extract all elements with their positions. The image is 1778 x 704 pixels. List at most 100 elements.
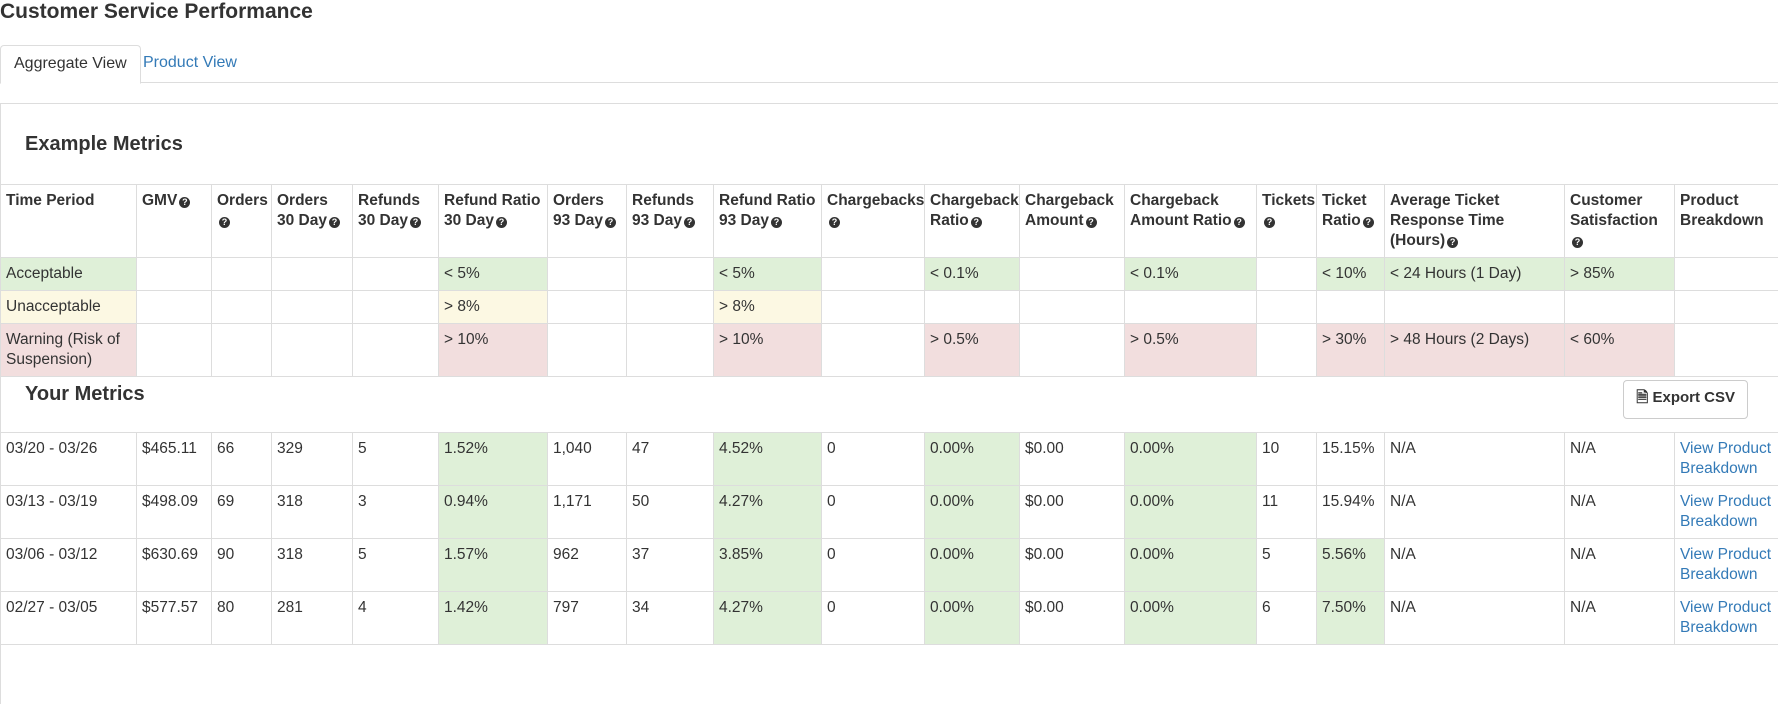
cell: < 5% [714, 258, 822, 291]
tabs: Aggregate View Product View [0, 45, 1778, 83]
column-header: Average Ticket Response Time (Hours)? [1385, 185, 1565, 258]
cell: N/A [1385, 433, 1565, 486]
cell: > 8% [439, 291, 548, 324]
help-icon[interactable]: ? [1264, 217, 1275, 228]
cell: 34 [627, 592, 714, 645]
cell: 318 [272, 539, 353, 592]
cell: 0.94% [439, 486, 548, 539]
cell [1675, 291, 1778, 324]
cell [272, 324, 353, 377]
threshold-row: Warning (Risk of Suspension)> 10%> 10%> … [1, 324, 1778, 377]
help-icon[interactable]: ? [1363, 217, 1374, 228]
section-title: Example Metrics [25, 133, 183, 156]
header-text: Product Breakdown [1680, 192, 1764, 229]
cell [212, 324, 272, 377]
help-icon[interactable]: ? [829, 217, 840, 228]
cell: 0.00% [925, 433, 1020, 486]
help-icon[interactable]: ? [1086, 217, 1097, 228]
help-icon[interactable]: ? [1447, 237, 1458, 248]
breakdown-link[interactable]: View Product Breakdown [1680, 440, 1771, 477]
column-header: Refund Ratio 30 Day? [439, 185, 548, 258]
cell [353, 324, 439, 377]
cell: 0.00% [925, 486, 1020, 539]
cell: 50 [627, 486, 714, 539]
cell: 0 [822, 433, 925, 486]
column-header: Ticket Ratio? [1317, 185, 1385, 258]
cell [925, 291, 1020, 324]
column-header: Chargeback Amount Ratio? [1125, 185, 1257, 258]
cell [1385, 291, 1565, 324]
help-icon[interactable]: ? [971, 217, 982, 228]
cell: View Product Breakdown [1675, 592, 1778, 645]
cell: 69 [212, 486, 272, 539]
cell: 02/27 - 03/05 [1, 592, 137, 645]
cell: 329 [272, 433, 353, 486]
cell: 6 [1257, 592, 1317, 645]
cell [822, 291, 925, 324]
help-icon[interactable]: ? [771, 217, 782, 228]
column-header: Orders 93 Day? [548, 185, 627, 258]
export-button[interactable]: 🗎 Export CSV [1623, 380, 1748, 419]
cell: $0.00 [1020, 539, 1125, 592]
cell: 0 [822, 486, 925, 539]
cell [1317, 291, 1385, 324]
help-icon[interactable]: ? [179, 197, 190, 208]
cell: < 0.1% [925, 258, 1020, 291]
header-text: Chargeback Amount Ratio [1130, 192, 1232, 229]
header-text: Orders [217, 192, 268, 209]
cell: N/A [1565, 433, 1675, 486]
cell [1565, 291, 1675, 324]
cell: 4.52% [714, 433, 822, 486]
cell: $630.69 [137, 539, 212, 592]
column-header: Chargebacks? [822, 185, 925, 258]
cell: > 85% [1565, 258, 1675, 291]
cell: $498.09 [137, 486, 212, 539]
cell [137, 258, 212, 291]
column-header: Product Breakdown [1675, 185, 1778, 258]
cell [1675, 324, 1778, 377]
tab[interactable]: Aggregate View [0, 45, 141, 84]
cell [353, 258, 439, 291]
cell: 80 [212, 592, 272, 645]
help-icon[interactable]: ? [410, 217, 421, 228]
header-text: Refund Ratio 30 Day [444, 192, 540, 229]
cell: 11 [1257, 486, 1317, 539]
cell: 03/13 - 03/19 [1, 486, 137, 539]
cell: $577.57 [137, 592, 212, 645]
cell: N/A [1385, 486, 1565, 539]
cell: 962 [548, 539, 627, 592]
help-icon[interactable]: ? [219, 217, 230, 228]
cell [272, 291, 353, 324]
breakdown-link[interactable]: View Product Breakdown [1680, 546, 1771, 583]
column-header: Chargeback Amount? [1020, 185, 1125, 258]
column-header: Refunds 30 Day? [353, 185, 439, 258]
help-icon[interactable]: ? [1572, 237, 1583, 248]
cell: Acceptable [1, 258, 137, 291]
cell: 0.00% [925, 539, 1020, 592]
cell: 281 [272, 592, 353, 645]
cell: 47 [627, 433, 714, 486]
help-icon[interactable]: ? [684, 217, 695, 228]
cell: N/A [1565, 539, 1675, 592]
cell: Warning (Risk of Suspension) [1, 324, 137, 377]
cell: 1.57% [439, 539, 548, 592]
button-label: Export CSV [1652, 389, 1735, 406]
header-text: Ticket Ratio [1322, 192, 1367, 229]
cell: 4.27% [714, 486, 822, 539]
help-icon[interactable]: ? [496, 217, 507, 228]
help-icon[interactable]: ? [605, 217, 616, 228]
cell: 66 [212, 433, 272, 486]
cell: > 10% [714, 324, 822, 377]
breakdown-link[interactable]: View Product Breakdown [1680, 599, 1771, 636]
cell: $0.00 [1020, 486, 1125, 539]
tab[interactable]: Product View [130, 45, 250, 81]
cell: 15.15% [1317, 433, 1385, 486]
column-header: Refunds 93 Day? [627, 185, 714, 258]
section-title: Your Metrics [25, 383, 145, 406]
breakdown-link[interactable]: View Product Breakdown [1680, 493, 1771, 530]
help-icon[interactable]: ? [1234, 217, 1245, 228]
help-icon[interactable]: ? [329, 217, 340, 228]
